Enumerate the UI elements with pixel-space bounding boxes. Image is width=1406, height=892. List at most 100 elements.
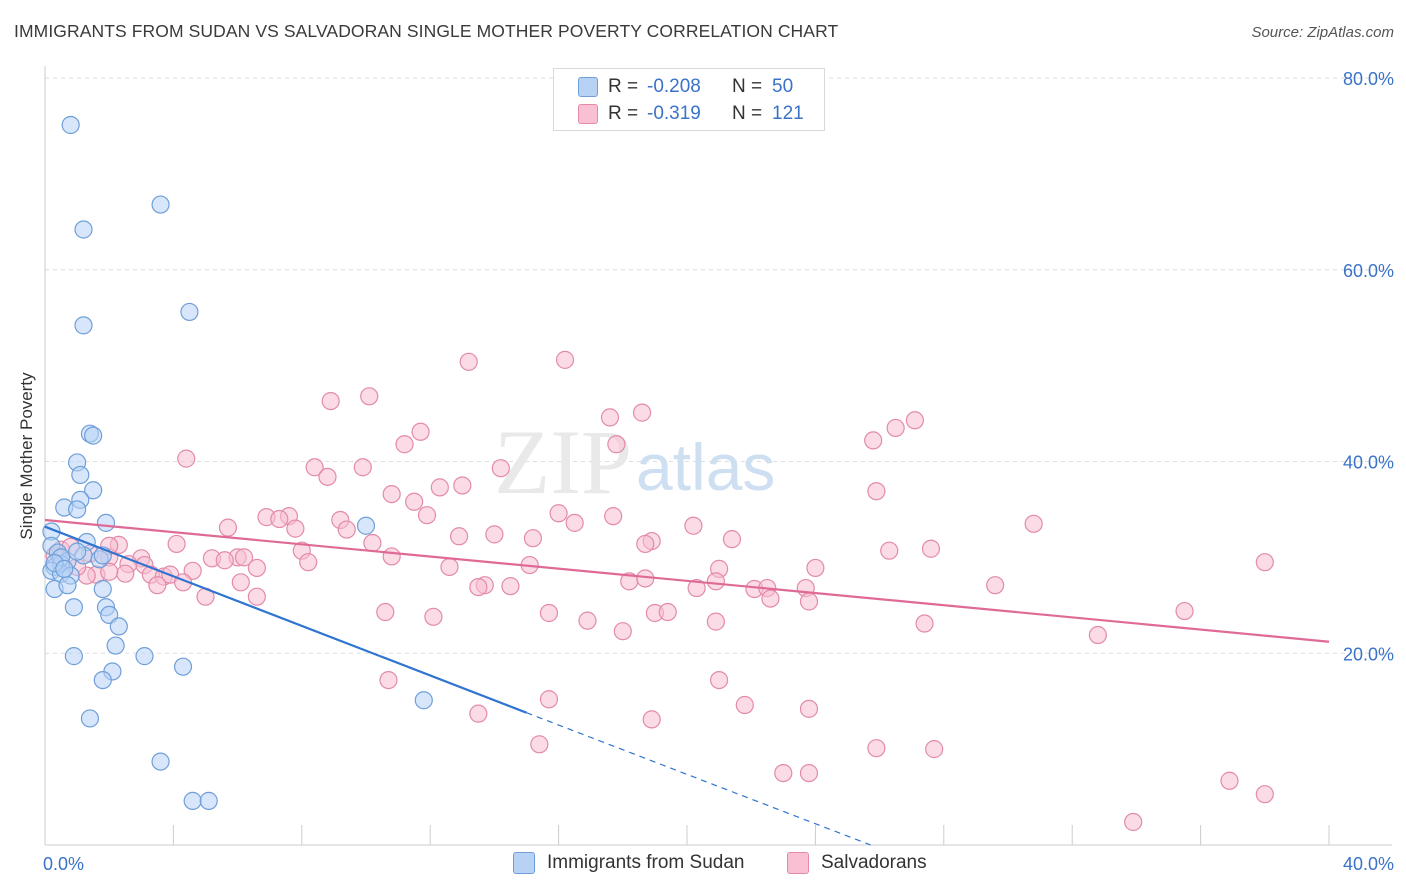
data-point <box>58 576 77 595</box>
legend-r-label: R = <box>608 103 639 124</box>
data-point <box>183 791 202 810</box>
data-point <box>180 302 199 322</box>
data-point <box>363 533 382 553</box>
bottom-legend-swatch-blue <box>513 852 535 874</box>
data-point <box>64 647 83 666</box>
legend-n-value: 50 <box>772 76 794 97</box>
data-point <box>799 763 819 783</box>
data-point <box>440 557 459 577</box>
data-point <box>67 500 87 519</box>
sudan-trend-line <box>44 525 527 714</box>
data-point <box>379 670 398 690</box>
data-point <box>523 529 543 548</box>
data-point <box>1124 812 1143 832</box>
data-point <box>687 578 706 598</box>
bottom-legend-label: Salvadorans <box>821 852 927 873</box>
data-point <box>642 710 661 729</box>
data-point <box>539 603 559 623</box>
axes <box>44 66 1392 846</box>
data-point <box>84 481 103 500</box>
salvadorans-points <box>45 350 1274 832</box>
y-tick-label: 20.0% <box>1343 644 1394 664</box>
y-axis-label: Single Mother Poverty <box>17 372 36 540</box>
data-point <box>1255 785 1274 804</box>
data-point <box>353 458 372 477</box>
data-point <box>986 576 1005 595</box>
data-point <box>411 422 430 441</box>
data-point <box>231 573 250 592</box>
data-point <box>61 115 80 135</box>
data-point <box>318 467 337 486</box>
legend-n-label: N = <box>732 76 763 97</box>
data-point <box>135 647 154 666</box>
data-point <box>417 506 437 525</box>
data-point <box>600 408 620 427</box>
data-point <box>234 548 254 567</box>
data-point <box>218 518 238 537</box>
data-point <box>761 589 780 608</box>
data-point <box>151 752 170 771</box>
data-point <box>530 735 549 754</box>
data-point <box>921 539 941 558</box>
watermark: ZIP atlas <box>494 411 775 513</box>
data-point <box>270 509 289 529</box>
data-point <box>64 598 83 617</box>
data-point <box>167 534 186 554</box>
data-point <box>382 484 401 504</box>
data-point <box>414 691 433 710</box>
watermark-zip: ZIP <box>494 411 632 513</box>
data-point <box>100 562 119 581</box>
data-point <box>71 465 90 485</box>
data-point <box>485 525 504 544</box>
y-tick-label: 60.0% <box>1343 261 1394 281</box>
bottom-legend: Immigrants from Sudan Salvadorans <box>0 852 1406 878</box>
data-point <box>356 516 376 535</box>
data-point <box>55 559 74 578</box>
data-point <box>905 411 925 430</box>
legend-swatch-pink <box>578 104 598 124</box>
data-point <box>555 350 575 369</box>
y-tick-label: 80.0% <box>1343 69 1394 89</box>
data-point <box>1175 601 1194 621</box>
data-point <box>915 614 934 633</box>
data-point <box>395 435 414 454</box>
data-point <box>84 426 103 445</box>
data-point <box>376 602 395 622</box>
data-point <box>80 709 100 728</box>
legend-r-label: R = <box>608 76 639 97</box>
data-point <box>1024 514 1043 533</box>
chart-title: IMMIGRANTS FROM SUDAN VS SALVADORAN SING… <box>14 21 839 41</box>
data-point <box>604 507 623 526</box>
data-point <box>578 611 597 630</box>
data-point <box>886 418 905 438</box>
y-tick-label: 40.0% <box>1343 453 1394 473</box>
legend-n-label: N = <box>732 103 763 124</box>
trend-lines <box>44 518 1330 846</box>
data-point <box>93 579 112 599</box>
data-point <box>607 435 626 454</box>
watermark-atlas: atlas <box>636 430 775 504</box>
data-point <box>549 504 568 523</box>
data-point <box>148 576 167 595</box>
data-point <box>722 530 742 549</box>
legend: R = -0.208 N = 50 R = -0.319 N = 121 <box>553 68 825 131</box>
data-point <box>864 431 883 450</box>
sudan-trend-extension <box>526 712 871 846</box>
legend-n-value: 121 <box>772 103 804 124</box>
legend-r-value: -0.319 <box>647 103 701 124</box>
data-point <box>799 592 819 611</box>
data-point <box>424 607 443 626</box>
data-point <box>93 670 112 690</box>
x-tick-label: 0.0% <box>43 854 84 874</box>
data-point <box>565 513 584 532</box>
data-point <box>151 195 170 214</box>
data-point <box>67 542 87 561</box>
data-point <box>1255 553 1274 572</box>
data-point <box>459 352 478 371</box>
data-point <box>215 551 234 570</box>
data-point <box>286 519 305 538</box>
data-point <box>382 547 401 566</box>
data-point <box>199 791 218 810</box>
data-point <box>106 636 125 655</box>
data-point <box>299 553 318 572</box>
